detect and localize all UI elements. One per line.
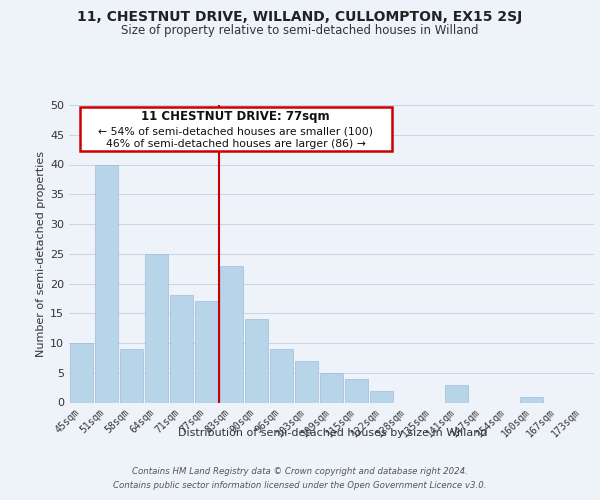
Bar bbox=[70, 343, 93, 402]
Text: 11 CHESTNUT DRIVE: 77sqm: 11 CHESTNUT DRIVE: 77sqm bbox=[142, 110, 330, 124]
Bar bbox=[170, 296, 193, 403]
Y-axis label: Number of semi-detached properties: Number of semi-detached properties bbox=[36, 151, 46, 357]
Bar bbox=[245, 319, 268, 402]
Bar bbox=[345, 378, 368, 402]
Bar bbox=[195, 302, 218, 402]
Bar bbox=[370, 390, 393, 402]
Bar bbox=[295, 361, 318, 403]
Text: 46% of semi-detached houses are larger (86) →: 46% of semi-detached houses are larger (… bbox=[106, 139, 365, 149]
Text: ← 54% of semi-detached houses are smaller (100): ← 54% of semi-detached houses are smalle… bbox=[98, 126, 373, 136]
Text: Contains HM Land Registry data © Crown copyright and database right 2024.: Contains HM Land Registry data © Crown c… bbox=[132, 468, 468, 476]
Text: Contains public sector information licensed under the Open Government Licence v3: Contains public sector information licen… bbox=[113, 481, 487, 490]
Bar bbox=[320, 373, 343, 402]
FancyBboxPatch shape bbox=[79, 107, 392, 151]
Text: 11, CHESTNUT DRIVE, WILLAND, CULLOMPTON, EX15 2SJ: 11, CHESTNUT DRIVE, WILLAND, CULLOMPTON,… bbox=[77, 10, 523, 24]
Bar bbox=[220, 266, 243, 402]
Bar bbox=[520, 396, 543, 402]
Bar bbox=[270, 349, 293, 403]
Bar bbox=[120, 349, 143, 403]
Bar bbox=[145, 254, 168, 402]
Bar bbox=[95, 164, 118, 402]
Text: Size of property relative to semi-detached houses in Willand: Size of property relative to semi-detach… bbox=[121, 24, 479, 37]
Bar bbox=[445, 384, 468, 402]
Text: Distribution of semi-detached houses by size in Willand: Distribution of semi-detached houses by … bbox=[178, 428, 488, 438]
